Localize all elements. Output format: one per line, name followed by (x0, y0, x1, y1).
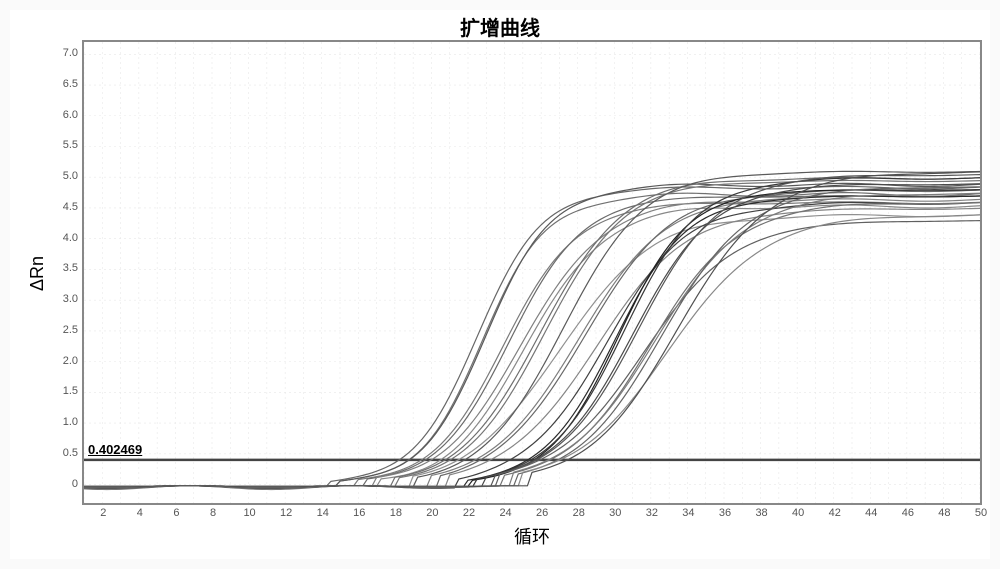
y-tick: 4.5 (50, 201, 78, 213)
y-tick: 0.5 (50, 447, 78, 459)
x-tick: 4 (131, 507, 149, 519)
x-tick: 16 (350, 507, 368, 519)
x-tick: 18 (387, 507, 405, 519)
plot-svg (84, 42, 980, 503)
x-tick: 8 (204, 507, 222, 519)
x-tick: 44 (862, 507, 880, 519)
x-tick: 40 (789, 507, 807, 519)
x-tick: 42 (826, 507, 844, 519)
y-tick: 3.0 (50, 293, 78, 305)
x-tick: 48 (935, 507, 953, 519)
x-tick: 50 (972, 507, 990, 519)
x-axis-label: 循环 (82, 523, 982, 549)
threshold-label: 0.402469 (88, 442, 142, 457)
plot-border (82, 40, 982, 505)
y-tick: 1.0 (50, 416, 78, 428)
y-tick: 6.0 (50, 109, 78, 121)
chart-title: 扩增曲线 (10, 12, 990, 41)
y-tick: 7.0 (50, 47, 78, 59)
x-tick: 12 (277, 507, 295, 519)
x-tick: 46 (899, 507, 917, 519)
y-tick: 2.0 (50, 355, 78, 367)
x-tick: 20 (423, 507, 441, 519)
x-tick: 30 (606, 507, 624, 519)
x-tick: 26 (533, 507, 551, 519)
x-tick: 36 (716, 507, 734, 519)
y-tick: 0 (50, 478, 78, 490)
y-tick: 2.5 (50, 324, 78, 336)
y-axis-label: ΔRn (27, 255, 48, 290)
y-tick: 6.5 (50, 78, 78, 90)
x-tick: 24 (497, 507, 515, 519)
y-tick: 1.5 (50, 385, 78, 397)
y-tick: 5.0 (50, 170, 78, 182)
x-tick: 28 (570, 507, 588, 519)
amplification-chart: 扩增曲线 ΔRn 循环 0.402469 2468101214161820222… (10, 10, 990, 559)
x-tick: 32 (643, 507, 661, 519)
y-tick: 5.5 (50, 139, 78, 151)
x-tick: 6 (167, 507, 185, 519)
x-tick: 2 (94, 507, 112, 519)
x-tick: 10 (241, 507, 259, 519)
x-tick: 34 (679, 507, 697, 519)
x-tick: 14 (314, 507, 332, 519)
y-tick: 4.0 (50, 232, 78, 244)
x-tick: 22 (460, 507, 478, 519)
x-tick: 38 (753, 507, 771, 519)
y-tick: 3.5 (50, 262, 78, 274)
